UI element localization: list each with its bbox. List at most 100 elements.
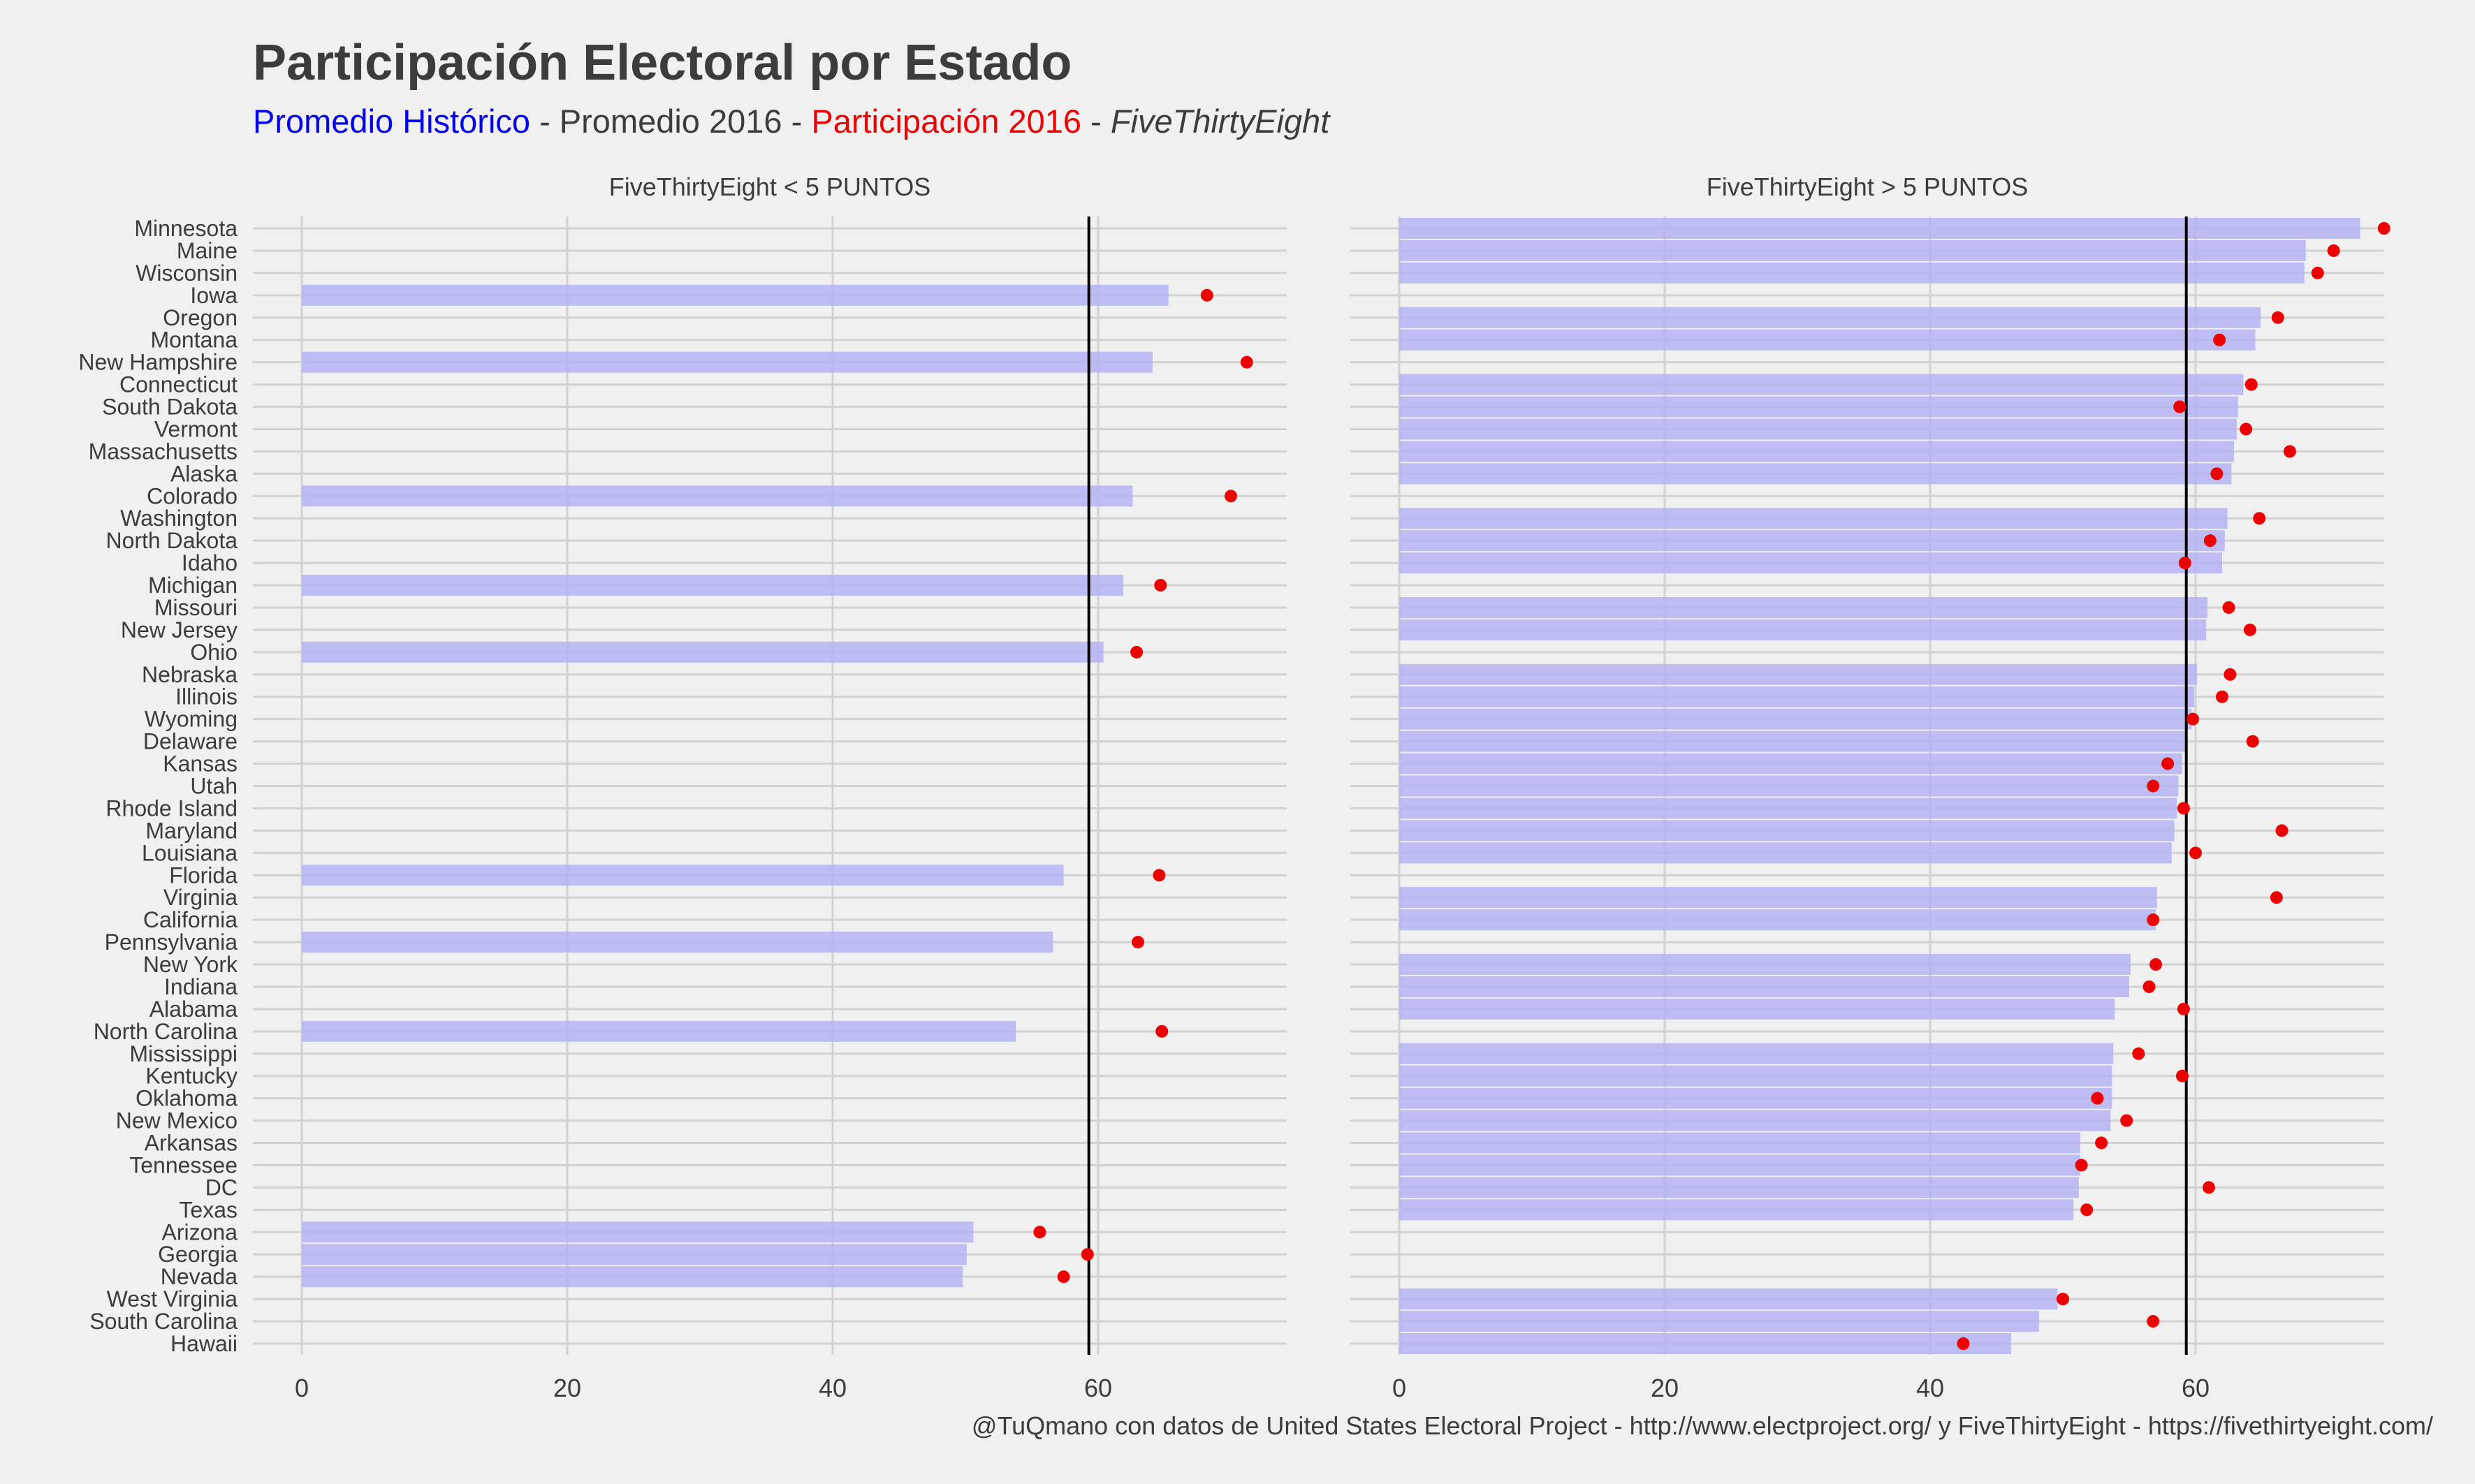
state-label: Pennsylvania — [105, 930, 238, 955]
state-label: Rhode Island — [105, 795, 238, 821]
point-minnesota — [2377, 222, 2390, 235]
bar-indiana — [1399, 976, 2129, 997]
bar-california — [1399, 909, 2156, 931]
point-north-carolina — [1155, 1024, 1169, 1038]
point-kentucky — [2176, 1069, 2189, 1082]
state-label: Connecticut — [119, 372, 238, 397]
point-idaho — [2178, 557, 2191, 570]
state-label: Alabama — [149, 997, 238, 1022]
bar-south-dakota — [1399, 396, 2238, 418]
point-vermont — [2240, 423, 2253, 436]
point-rhode-island — [2177, 802, 2190, 815]
state-label: Maine — [177, 238, 238, 263]
point-massachusetts — [2283, 445, 2296, 458]
bar-arizona — [302, 1221, 974, 1243]
bar-south-carolina — [1399, 1311, 2039, 1332]
subtitle-historical: Promedio Histórico — [253, 103, 530, 140]
point-oklahoma — [2091, 1092, 2104, 1105]
point-new-jersey — [2243, 623, 2256, 636]
subtitle-source: FiveThirtyEight — [1111, 103, 1331, 140]
point-alabama — [2177, 1002, 2190, 1015]
state-label: Iowa — [190, 283, 238, 308]
bar-west-virginia — [1399, 1288, 2058, 1310]
chart-subtitle: Promedio Histórico - Promedio 2016 - Par… — [253, 103, 1331, 140]
state-label: Idaho — [182, 550, 238, 575]
point-missouri — [2222, 601, 2235, 614]
state-label: Alaska — [170, 461, 238, 486]
point-connecticut — [2244, 378, 2258, 391]
point-mississippi — [2132, 1047, 2145, 1060]
bar-vermont — [1399, 418, 2237, 440]
point-tennessee — [2075, 1159, 2088, 1172]
state-label: South Dakota — [102, 395, 238, 420]
point-utah — [2147, 779, 2160, 793]
point-new-york — [2149, 958, 2162, 971]
point-michigan — [1154, 579, 1167, 592]
bar-new-york — [1399, 954, 2131, 976]
point-maine — [2327, 244, 2340, 257]
state-label: Montana — [150, 328, 238, 353]
state-label: South Carolina — [89, 1309, 238, 1334]
point-kansas — [2161, 757, 2175, 770]
state-label: Tennessee — [129, 1152, 238, 1177]
state-label: Nebraska — [142, 662, 238, 687]
bar-texas — [1399, 1199, 2074, 1221]
point-louisiana — [2189, 846, 2202, 860]
bar-north-carolina — [302, 1020, 1016, 1042]
point-north-dakota — [2203, 534, 2217, 548]
state-label: North Carolina — [94, 1019, 238, 1044]
state-label: Minnesota — [134, 216, 238, 241]
subtitle-turnout-2016: Participación 2016 — [811, 103, 1081, 140]
x-tick-label: 20 — [1651, 1374, 1679, 1402]
bar-colorado — [302, 485, 1133, 507]
bar-wyoming — [1399, 708, 2192, 730]
state-label: Arkansas — [145, 1131, 238, 1156]
state-label: Vermont — [154, 416, 238, 441]
bar-illinois — [1399, 686, 2195, 707]
subtitle-separator-1: - Promedio 2016 - — [530, 103, 811, 140]
point-dc — [2203, 1181, 2215, 1194]
bar-north-dakota — [1399, 530, 2225, 552]
point-montana — [2213, 333, 2226, 346]
state-label: Michigan — [148, 573, 238, 598]
chart-title: Participación Electoral por Estado — [253, 35, 1072, 91]
bar-kansas — [1399, 753, 2182, 774]
state-label: Kansas — [163, 751, 238, 777]
point-iowa — [1200, 288, 1213, 302]
state-label: Georgia — [158, 1242, 238, 1267]
bar-kentucky — [1399, 1065, 2112, 1087]
point-new-hampshire — [1240, 355, 1253, 369]
state-label: Washington — [120, 506, 238, 531]
point-illinois — [2216, 690, 2228, 703]
point-wyoming — [2186, 712, 2200, 726]
point-west-virginia — [2057, 1293, 2069, 1306]
point-nebraska — [2224, 668, 2237, 681]
bar-washington — [1399, 508, 2228, 529]
bar-missouri — [1399, 596, 2208, 618]
point-georgia — [1081, 1248, 1094, 1261]
facet-panel: FiveThirtyEight < 5 PUNTOS 0 20 40 60 — [253, 172, 1287, 1402]
state-label: Wisconsin — [136, 260, 238, 286]
bar-michigan — [302, 575, 1124, 596]
point-colorado — [1225, 490, 1237, 503]
bar-pennsylvania — [302, 932, 1053, 953]
point-pennsylvania — [1132, 936, 1144, 949]
bar-virginia — [1399, 887, 2157, 909]
point-alaska — [2210, 467, 2224, 480]
state-label: New Jersey — [121, 617, 238, 642]
bar-nebraska — [1399, 663, 2197, 685]
point-california — [2147, 913, 2160, 927]
bar-tennessee — [1399, 1154, 2080, 1176]
bar-minnesota — [1399, 218, 2360, 239]
state-label: Florida — [169, 862, 238, 888]
x-tick-label: 40 — [1916, 1374, 1944, 1402]
facet-label: FiveThirtyEight < 5 PUNTOS — [609, 172, 930, 201]
bar-idaho — [1399, 552, 2222, 574]
point-hawaii — [1957, 1337, 1970, 1350]
state-label: West Virginia — [107, 1286, 238, 1312]
state-label: Nevada — [161, 1264, 238, 1289]
point-washington — [2253, 512, 2266, 525]
bar-connecticut — [1399, 374, 2244, 395]
state-label: Colorado — [147, 483, 238, 508]
state-label: Illinois — [175, 684, 238, 710]
